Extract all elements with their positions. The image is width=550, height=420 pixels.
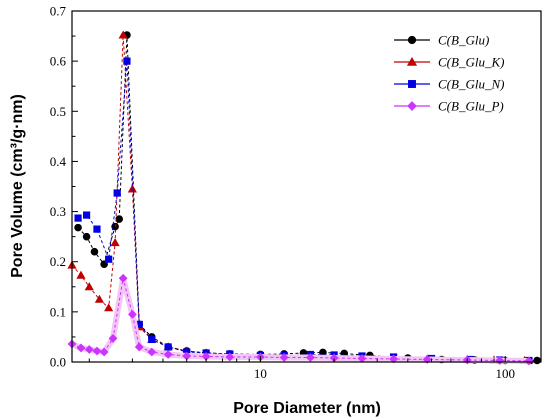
series-4-point-17: [305, 353, 315, 362]
x-tick-label-2: 100: [495, 366, 515, 381]
series-4-point-18: [329, 353, 339, 363]
legend-label-3: C(B_Glu_N): [438, 77, 504, 92]
series-4-line: [71, 278, 529, 362]
y-tick-label-7: 0.6: [50, 54, 67, 69]
series-2-point-7: [118, 30, 128, 39]
series-3-point-8: [148, 335, 156, 344]
series-4-point-20: [389, 354, 399, 364]
series-3-point-7: [135, 320, 143, 328]
y-tick-label-3: 0.2: [50, 254, 66, 269]
series-3-point-3: [93, 225, 101, 233]
series-4: [67, 273, 534, 366]
x-axis-title: Pore Diameter (nm): [233, 400, 381, 417]
series-4-point-8: [127, 309, 137, 319]
legend-marker-4: [407, 101, 417, 111]
series-4-point-3: [84, 345, 94, 354]
series-4-point-6: [108, 334, 118, 343]
series-3-point-1: [74, 214, 82, 222]
series-2-point-2: [76, 270, 86, 279]
legend: C(B_Glu) C(B_Glu_K) C(B_Glu_N) C(B_Glu_P): [394, 33, 504, 114]
legend-item-4: C(B_Glu_P): [394, 99, 504, 114]
legend-item-3: C(B_Glu_N): [394, 77, 504, 92]
series-4-point-16: [279, 353, 289, 362]
series-1-point-2: [82, 232, 91, 241]
series-4-point-10: [147, 347, 157, 357]
legend-marker-3: [408, 80, 416, 88]
legend-item-2: C(B_Glu_K): [394, 55, 504, 70]
y-tick-label-2: 0.1: [50, 304, 66, 319]
series-2-point-8: [127, 184, 137, 193]
series-4-point-11: [163, 350, 173, 359]
series-1-point-1: [74, 223, 82, 232]
series-2-point-6: [110, 238, 120, 247]
series-3-point-5: [113, 189, 121, 197]
series-3-point-6: [123, 57, 131, 65]
series-1-point-6: [115, 215, 124, 223]
series-4-point-2: [76, 343, 86, 353]
series-4-point-24: [524, 356, 534, 366]
legend-label-4: C(B_Glu_P): [438, 99, 504, 114]
series-4-point-12: [182, 351, 192, 361]
series-4-point-7: [118, 273, 128, 283]
legend-label-2: C(B_Glu_K): [438, 55, 504, 70]
y-tick-label-1: 0.0: [50, 355, 66, 370]
legend-label-1: C(B_Glu): [438, 33, 489, 48]
legend-marker-2: [406, 56, 418, 66]
series-4-point-14: [225, 352, 235, 362]
series-3-point-4: [105, 255, 113, 263]
y-tick-label-8: 0.7: [50, 4, 67, 19]
series-4-point-5: [99, 347, 109, 357]
legend-marker-1: [407, 35, 417, 45]
series-2-point-4: [94, 294, 105, 303]
y-tick-label-6: 0.5: [50, 104, 66, 119]
axis-layer: 0.0 0.1 0.2 0.3 0.4 0.5 0.6 0.7 10 100: [50, 4, 515, 382]
series-1-point-3: [90, 247, 99, 256]
series-4-point-9: [134, 342, 144, 352]
series-2-point-3: [84, 282, 94, 291]
y-axis-title: Pore Volume (cm³/g·nm): [9, 94, 26, 278]
series-3-point-9: [164, 343, 172, 351]
legend-item-1: C(B_Glu): [394, 33, 489, 48]
y-tick-label-4: 0.3: [50, 204, 66, 219]
series-4-point-13: [201, 352, 211, 361]
x-tick-label-1: 10: [254, 366, 267, 381]
y-tick-label-5: 0.4: [50, 154, 67, 169]
series-1-point-24: [533, 356, 541, 365]
series-layer: [67, 30, 541, 366]
series-4-point-4: [92, 346, 102, 356]
series-2-point-5: [104, 303, 114, 312]
series-4-point-23: [495, 356, 505, 365]
series-4-point-19: [357, 354, 367, 363]
series-3-point-2: [82, 211, 91, 219]
